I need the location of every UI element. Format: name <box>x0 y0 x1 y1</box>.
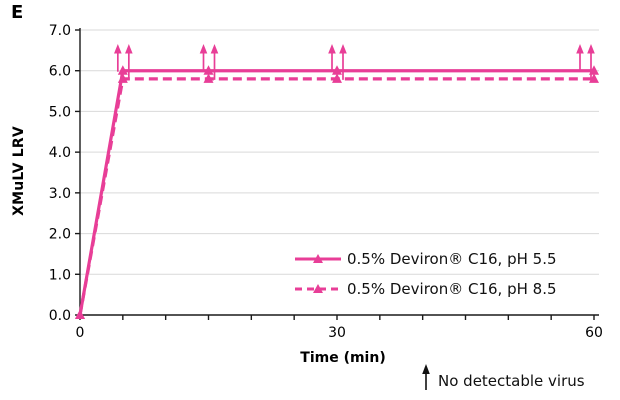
legend-label: 0.5% Deviron® C16, pH 5.5 <box>347 250 557 268</box>
chart-legend: 0.5% Deviron® C16, pH 5.5 0.5% Deviron® … <box>294 244 557 304</box>
legend-label: 0.5% Deviron® C16, pH 8.5 <box>347 280 557 298</box>
svg-text:5.0: 5.0 <box>49 104 71 120</box>
legend-item-ph55: 0.5% Deviron® C16, pH 5.5 <box>294 244 557 274</box>
no-detectable-virus-note: No detectable virus <box>420 364 585 391</box>
svg-text:0: 0 <box>76 325 85 341</box>
svg-text:60: 60 <box>585 325 603 341</box>
x-axis-title: Time (min) <box>300 350 386 366</box>
up-arrow-icon <box>422 364 430 390</box>
svg-text:30: 30 <box>328 325 346 341</box>
legend-dashed-line-triangle-marker-icon <box>295 284 341 293</box>
svg-text:7.0: 7.0 <box>49 23 71 39</box>
legend-solid-line-triangle-marker-icon <box>295 254 341 263</box>
svg-text:3.0: 3.0 <box>49 186 71 202</box>
svg-text:1.0: 1.0 <box>49 267 71 283</box>
svg-text:2.0: 2.0 <box>49 227 71 243</box>
legend-item-ph85: 0.5% Deviron® C16, pH 8.5 <box>294 274 557 304</box>
svg-text:4.0: 4.0 <box>49 145 71 161</box>
y-axis-title: XMuLV LRV <box>11 126 27 216</box>
panel-label: E <box>11 2 24 23</box>
svg-text:0.0: 0.0 <box>49 308 71 324</box>
note-text: No detectable virus <box>438 372 585 390</box>
svg-text:6.0: 6.0 <box>49 64 71 80</box>
